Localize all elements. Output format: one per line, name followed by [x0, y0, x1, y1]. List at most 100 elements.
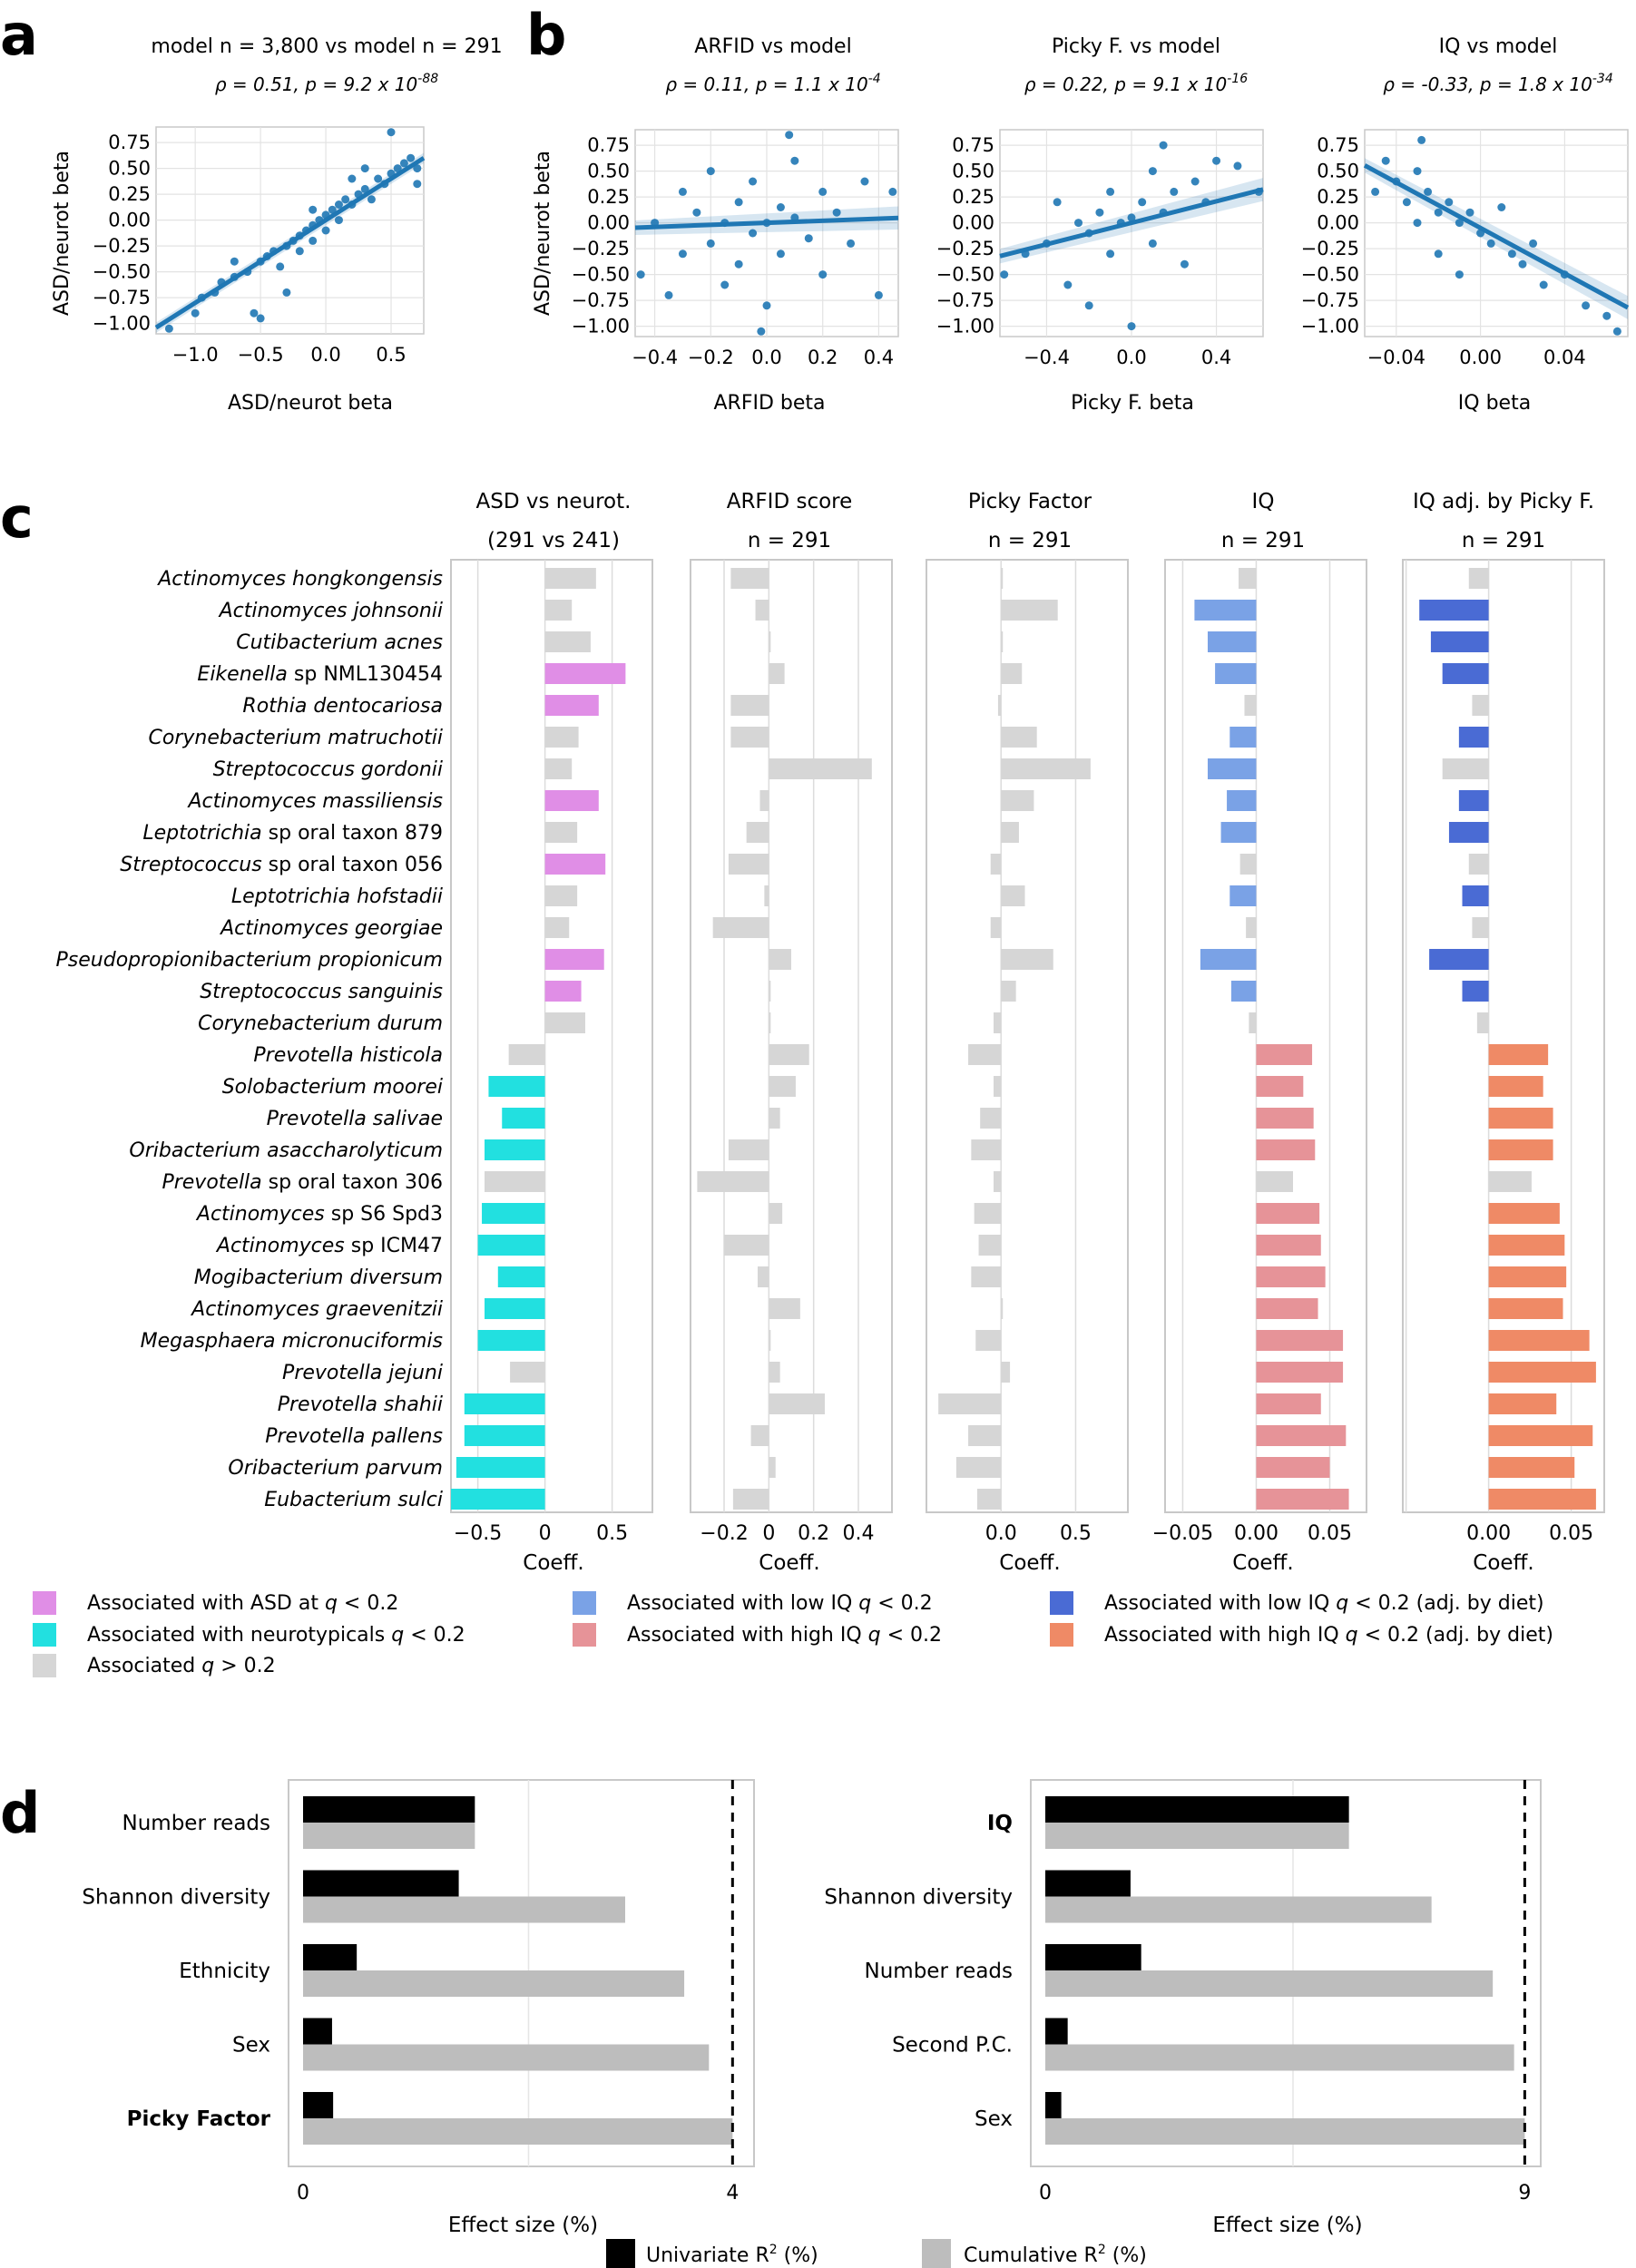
- scatter-subplot-b2: Picky F. vs model ρ = 0.22, p = 9.1 x 10-…: [936, 35, 1264, 415]
- panel-b3-ytick: −1.00: [1301, 316, 1359, 337]
- facet-5: IQ adj. by Picky F. n = 291 0.00 0.05 Coeff.: [1402, 490, 1605, 1575]
- univariate-bar: [1045, 1870, 1131, 1897]
- scatter-subplot-b1: ARFID vs model ρ = 0.11, p = 1.1 x 10-4 0.…: [572, 35, 899, 415]
- subplot-stats: ρ = 0.11, p = 1.1 x 10-4: [665, 72, 880, 95]
- panel-c-letter: c: [0, 484, 34, 551]
- coefficient-bar: [769, 1362, 780, 1383]
- panel-a-point: [295, 247, 304, 256]
- coefficient-bar: [477, 1330, 545, 1351]
- univariate-bar: [303, 1870, 459, 1897]
- coefficient-bar: [755, 600, 769, 621]
- species-suffix: sp NML130454: [288, 663, 443, 686]
- coefficient-bar: [508, 1044, 545, 1065]
- panel-a-ytick: 0.75: [108, 132, 151, 153]
- coefficient-bar: [769, 981, 771, 1002]
- coefficient-bar: [1430, 631, 1489, 652]
- panel-b1-xtick: 0.0: [751, 347, 781, 368]
- cumulative-bar: [303, 1823, 475, 1849]
- legend-text: Associated: [87, 1655, 201, 1677]
- panel-b2-point: [1063, 280, 1073, 289]
- species-label: Oribacterium asaccharolyticum: [129, 1139, 443, 1162]
- panel-b2-ytick: −0.50: [936, 264, 994, 286]
- species-genus: Actinomyces hongkongensis: [156, 568, 443, 591]
- panel-b1-point: [776, 249, 785, 259]
- coefficient-bar: [1256, 1235, 1321, 1256]
- coefficient-bar: [1244, 695, 1257, 716]
- coefficient-bar: [769, 1012, 771, 1033]
- panel-b1-point: [678, 249, 687, 259]
- coefficient-bar: [544, 568, 596, 589]
- cumulative-bar: [303, 1896, 625, 1923]
- panel-b2-ytick: 0.75: [952, 134, 994, 156]
- facet-xtick: 0.00: [1466, 1522, 1511, 1545]
- cumulative-bar: [1045, 2118, 1525, 2145]
- panel-b3-point: [1371, 187, 1380, 196]
- panel-a-point: [282, 288, 291, 297]
- coefficient-bar: [728, 1139, 769, 1160]
- panel-b3-point: [1413, 219, 1422, 228]
- panel-b1-point: [706, 239, 715, 248]
- coefficient-bar: [769, 949, 791, 970]
- panel-b1-point: [692, 208, 701, 217]
- panel-b3-ytick: 0.75: [1317, 134, 1359, 156]
- coefficient-bar: [1256, 1298, 1318, 1319]
- effect-category-label: Picky Factor: [127, 2107, 271, 2131]
- legend-tail: < 0.2: [881, 1624, 942, 1647]
- legend-univariate-swatch: [606, 2239, 635, 2268]
- panel-b2-point: [1000, 270, 1009, 279]
- panel-b2-point: [1148, 167, 1157, 176]
- coefficient-bar: [1488, 1203, 1560, 1224]
- panel-b1-point: [888, 187, 897, 196]
- legend-label: Associated q > 0.2: [87, 1655, 276, 1677]
- legend-label: Associated with low IQ q < 0.2: [627, 1592, 933, 1615]
- coefficient-bar: [544, 631, 591, 652]
- scatter-plots-b: ARFID vs model ρ = 0.11, p = 1.1 x 10-4 0.…: [572, 35, 1630, 415]
- species-genus: Corynebacterium matruchotii: [149, 727, 443, 749]
- species-genus: Megasphaera micronuciformis: [141, 1330, 443, 1353]
- panel-b-letter: b: [526, 2, 566, 68]
- panel-a-xtick: 0.0: [310, 344, 340, 366]
- panel-b2-point: [1148, 239, 1157, 248]
- panel-b3-regression-line: [1363, 163, 1630, 310]
- species-suffix: sp oral taxon 056: [262, 854, 443, 876]
- coefficient-bar: [1220, 822, 1257, 843]
- species-genus: Actinomyces georgiae: [219, 917, 443, 940]
- panel-b1-ytick: 0.50: [587, 161, 630, 182]
- coefficient-bar: [1256, 1266, 1326, 1287]
- species-label: Streptococcus sp oral taxon 056: [120, 854, 443, 876]
- panel-a-ytick: −0.25: [93, 235, 151, 257]
- facet-xtick: 0.5: [596, 1522, 628, 1545]
- panel-b3-ytick: 0.00: [1317, 212, 1359, 234]
- coefficient-bar: [769, 1457, 776, 1478]
- panel-b1-point: [847, 239, 856, 248]
- panel-a-point: [250, 308, 259, 318]
- panel-b1-point: [785, 131, 794, 140]
- facet-xtick: 0.5: [1060, 1522, 1092, 1545]
- panel-a: a model n = 3,800 vs model n = 291 ρ = 0…: [0, 2, 503, 415]
- subplot-p: p = 1.1 x 10: [755, 73, 868, 95]
- species-label: Prevotella sp oral taxon 306: [162, 1171, 443, 1194]
- species-suffix: sp ICM47: [345, 1235, 443, 1257]
- coefficient-bar: [1488, 1298, 1563, 1319]
- facet-subtitle: n = 291: [1462, 529, 1545, 552]
- coefficient-bar: [997, 695, 1002, 716]
- species-label: Actinomyces sp ICM47: [215, 1235, 443, 1257]
- panel-a-regression-line: [154, 156, 426, 330]
- coefficient-bar: [975, 1330, 1002, 1351]
- species-label: Solobacterium moorei: [222, 1076, 443, 1099]
- panel-b1-point: [757, 327, 766, 336]
- coefficient-bar: [769, 1203, 783, 1224]
- panel-a-point: [164, 324, 173, 333]
- legend-text: Associated with high IQ: [627, 1624, 868, 1647]
- panel-b1-point: [818, 187, 828, 196]
- facet-xlabel: Coeff.: [1473, 1551, 1533, 1575]
- species-genus: Rothia dentocariosa: [242, 695, 443, 718]
- panel-a-rho: ρ = 0.51,: [215, 73, 305, 95]
- species-genus: Solobacterium moorei: [222, 1076, 443, 1099]
- legend-q: q: [201, 1655, 214, 1677]
- panel-b3-point: [1518, 259, 1527, 269]
- effect-xtick: 0: [297, 2182, 309, 2204]
- panel-b1-point: [678, 187, 687, 196]
- coefficient-bar: [1001, 1362, 1011, 1383]
- coefficient-bar: [764, 885, 769, 906]
